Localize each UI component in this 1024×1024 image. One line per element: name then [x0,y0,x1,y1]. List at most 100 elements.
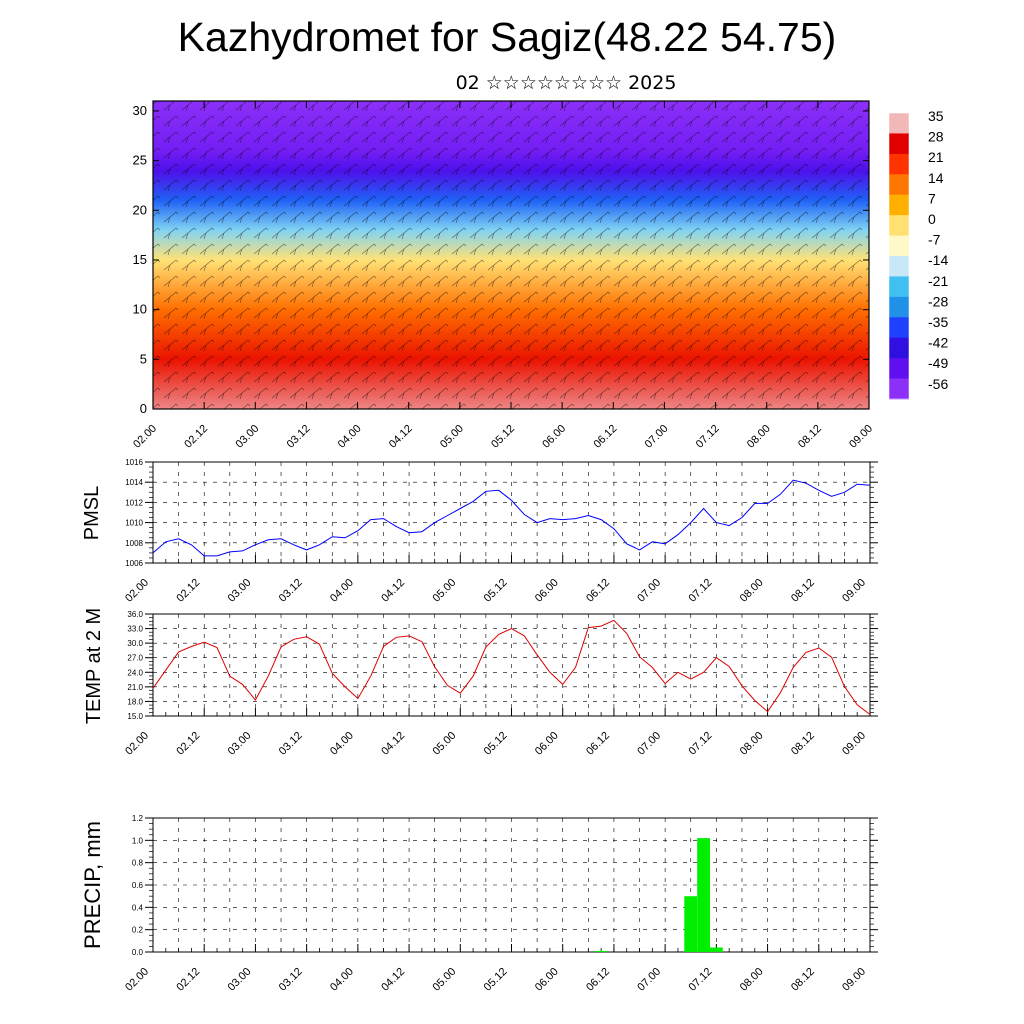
x-tick-label: 04.12 [379,577,407,605]
x-tick-label: 07.12 [687,577,715,605]
y-tick-label: 1008 [125,539,143,548]
colorbar-swatch [889,358,909,380]
y-tick-label: 15.0 [127,712,143,721]
x-tick-label: 06.00 [533,730,561,758]
x-tick-label: 08.00 [738,577,766,605]
colorbar-label: 7 [928,190,936,206]
x-tick-label: 08.00 [745,423,773,451]
y-tick-label: 25 [133,153,147,168]
x-tick-label: 03.12 [277,577,305,605]
x-tick-label: 03.00 [226,730,254,758]
colorbar-swatch [889,215,909,237]
x-tick-label: 03.12 [277,966,305,994]
y-tick-label: 21.0 [127,683,143,692]
y-tick-label: 0.6 [132,881,144,890]
x-tick-label: 04.00 [336,423,364,451]
x-tick-label: 02.00 [123,966,151,994]
y-tick-label: 33.0 [127,625,143,634]
y-tick-label: 0.0 [132,948,144,957]
precip-bar [594,950,608,952]
y-tick-label: 20 [133,202,147,217]
colorbar-label: -14 [928,252,948,268]
y-tick-label: 1006 [125,559,143,568]
x-tick-label: 03.00 [226,966,254,994]
colorbar-label: -7 [928,232,941,248]
y-axis-label: PRECIP, mm [80,821,105,949]
colorbar-label: 0 [928,211,936,227]
colorbar-swatch [889,174,909,196]
colorbar-label: -21 [928,273,948,289]
x-tick-label: 04.00 [328,966,356,994]
x-tick-label: 05.00 [438,423,466,451]
page-title: Kazhydromet for Sagiz(48.22 54.75) [177,14,837,60]
y-tick-label: 1012 [125,498,143,507]
x-tick-label: 02.00 [131,423,159,451]
x-tick-label: 05.12 [482,577,510,605]
x-tick-label: 03.00 [233,423,261,451]
x-tick-label: 04.12 [379,966,407,994]
x-tick-label: 05.12 [482,966,510,994]
x-tick-label: 09.00 [840,730,868,758]
x-tick-label: 05.12 [489,423,517,451]
y-tick-label: 1.0 [132,836,144,845]
x-tick-label: 06.12 [591,423,619,451]
colorbar-swatch [889,337,909,359]
colorbar-swatch [889,296,909,318]
colorbar-swatch [889,235,909,257]
y-axis-label: TEMP at 2 M [83,608,105,724]
x-tick-label: 09.00 [840,577,868,605]
y-tick-label: 1010 [125,519,143,528]
x-tick-label: 02.12 [174,730,202,758]
x-tick-label: 07.00 [643,423,671,451]
wind-barbs-field [153,101,869,409]
colorbar-label: -49 [928,355,948,371]
y-tick-label: 27.0 [127,654,143,663]
page-subtitle: 02 ☆☆☆☆☆☆☆☆ 2025 [455,72,677,94]
y-tick-label: 36.0 [127,610,143,619]
x-tick-label: 07.00 [635,577,663,605]
x-tick-label: 06.00 [533,577,561,605]
colorbar-swatch [889,113,909,134]
colorbar-swatch [889,378,909,400]
y-tick-label: 15 [133,252,147,267]
colorbar-label: -42 [928,335,948,351]
x-tick-label: 02.00 [123,730,151,758]
x-tick-label: 08.12 [796,423,824,451]
precip-bar [684,896,698,952]
colorbar-swatch [889,153,909,175]
colorbar: 35 28 21 14 7 0 -7 -14 -21 -28 -35 -42 -49 -56 [888,108,948,400]
y-tick-label: 30 [133,103,147,118]
colorbar-swatch [889,276,909,298]
x-tick-label: 02.00 [123,577,151,605]
x-tick-label: 03.12 [277,730,305,758]
x-tick-label: 07.12 [687,730,715,758]
x-tick-label: 06.00 [540,423,568,451]
x-tick-label: 04.00 [328,577,356,605]
x-tick-label: 07.00 [635,966,663,994]
y-tick-label: 1016 [125,458,143,467]
colorbar-label: -28 [928,293,948,309]
y-tick-label: 5 [140,351,147,366]
x-tick-label: 08.12 [789,730,817,758]
colorbar-label: 35 [928,108,944,124]
y-tick-label: 10 [133,302,147,317]
x-tick-label: 09.00 [840,966,868,994]
y-tick-label: 0.2 [132,926,144,935]
y-tick-label: 1014 [125,478,143,487]
colorbar-swatch [889,133,909,155]
y-tick-label: 18.0 [127,697,143,706]
colorbar-label: 21 [928,149,944,165]
precip-chart: 0.0 0.2 0.4 0.6 0.8 1.0 1.2 02.00 02.12 03.00 03.1… [80,814,878,994]
x-tick-label: 05.00 [430,966,458,994]
x-tick-label: 07.00 [635,730,663,758]
colorbar-label: -56 [928,376,948,392]
x-tick-label: 04.12 [387,423,415,451]
y-axis-label: PMSL [81,486,103,540]
temp-line [152,619,871,715]
x-tick-label: 05.00 [430,730,458,758]
x-tick-label: 08.12 [789,966,817,994]
x-tick-label: 07.12 [694,423,722,451]
y-tick-label: 0 [140,401,147,416]
precip-bar [710,947,723,952]
